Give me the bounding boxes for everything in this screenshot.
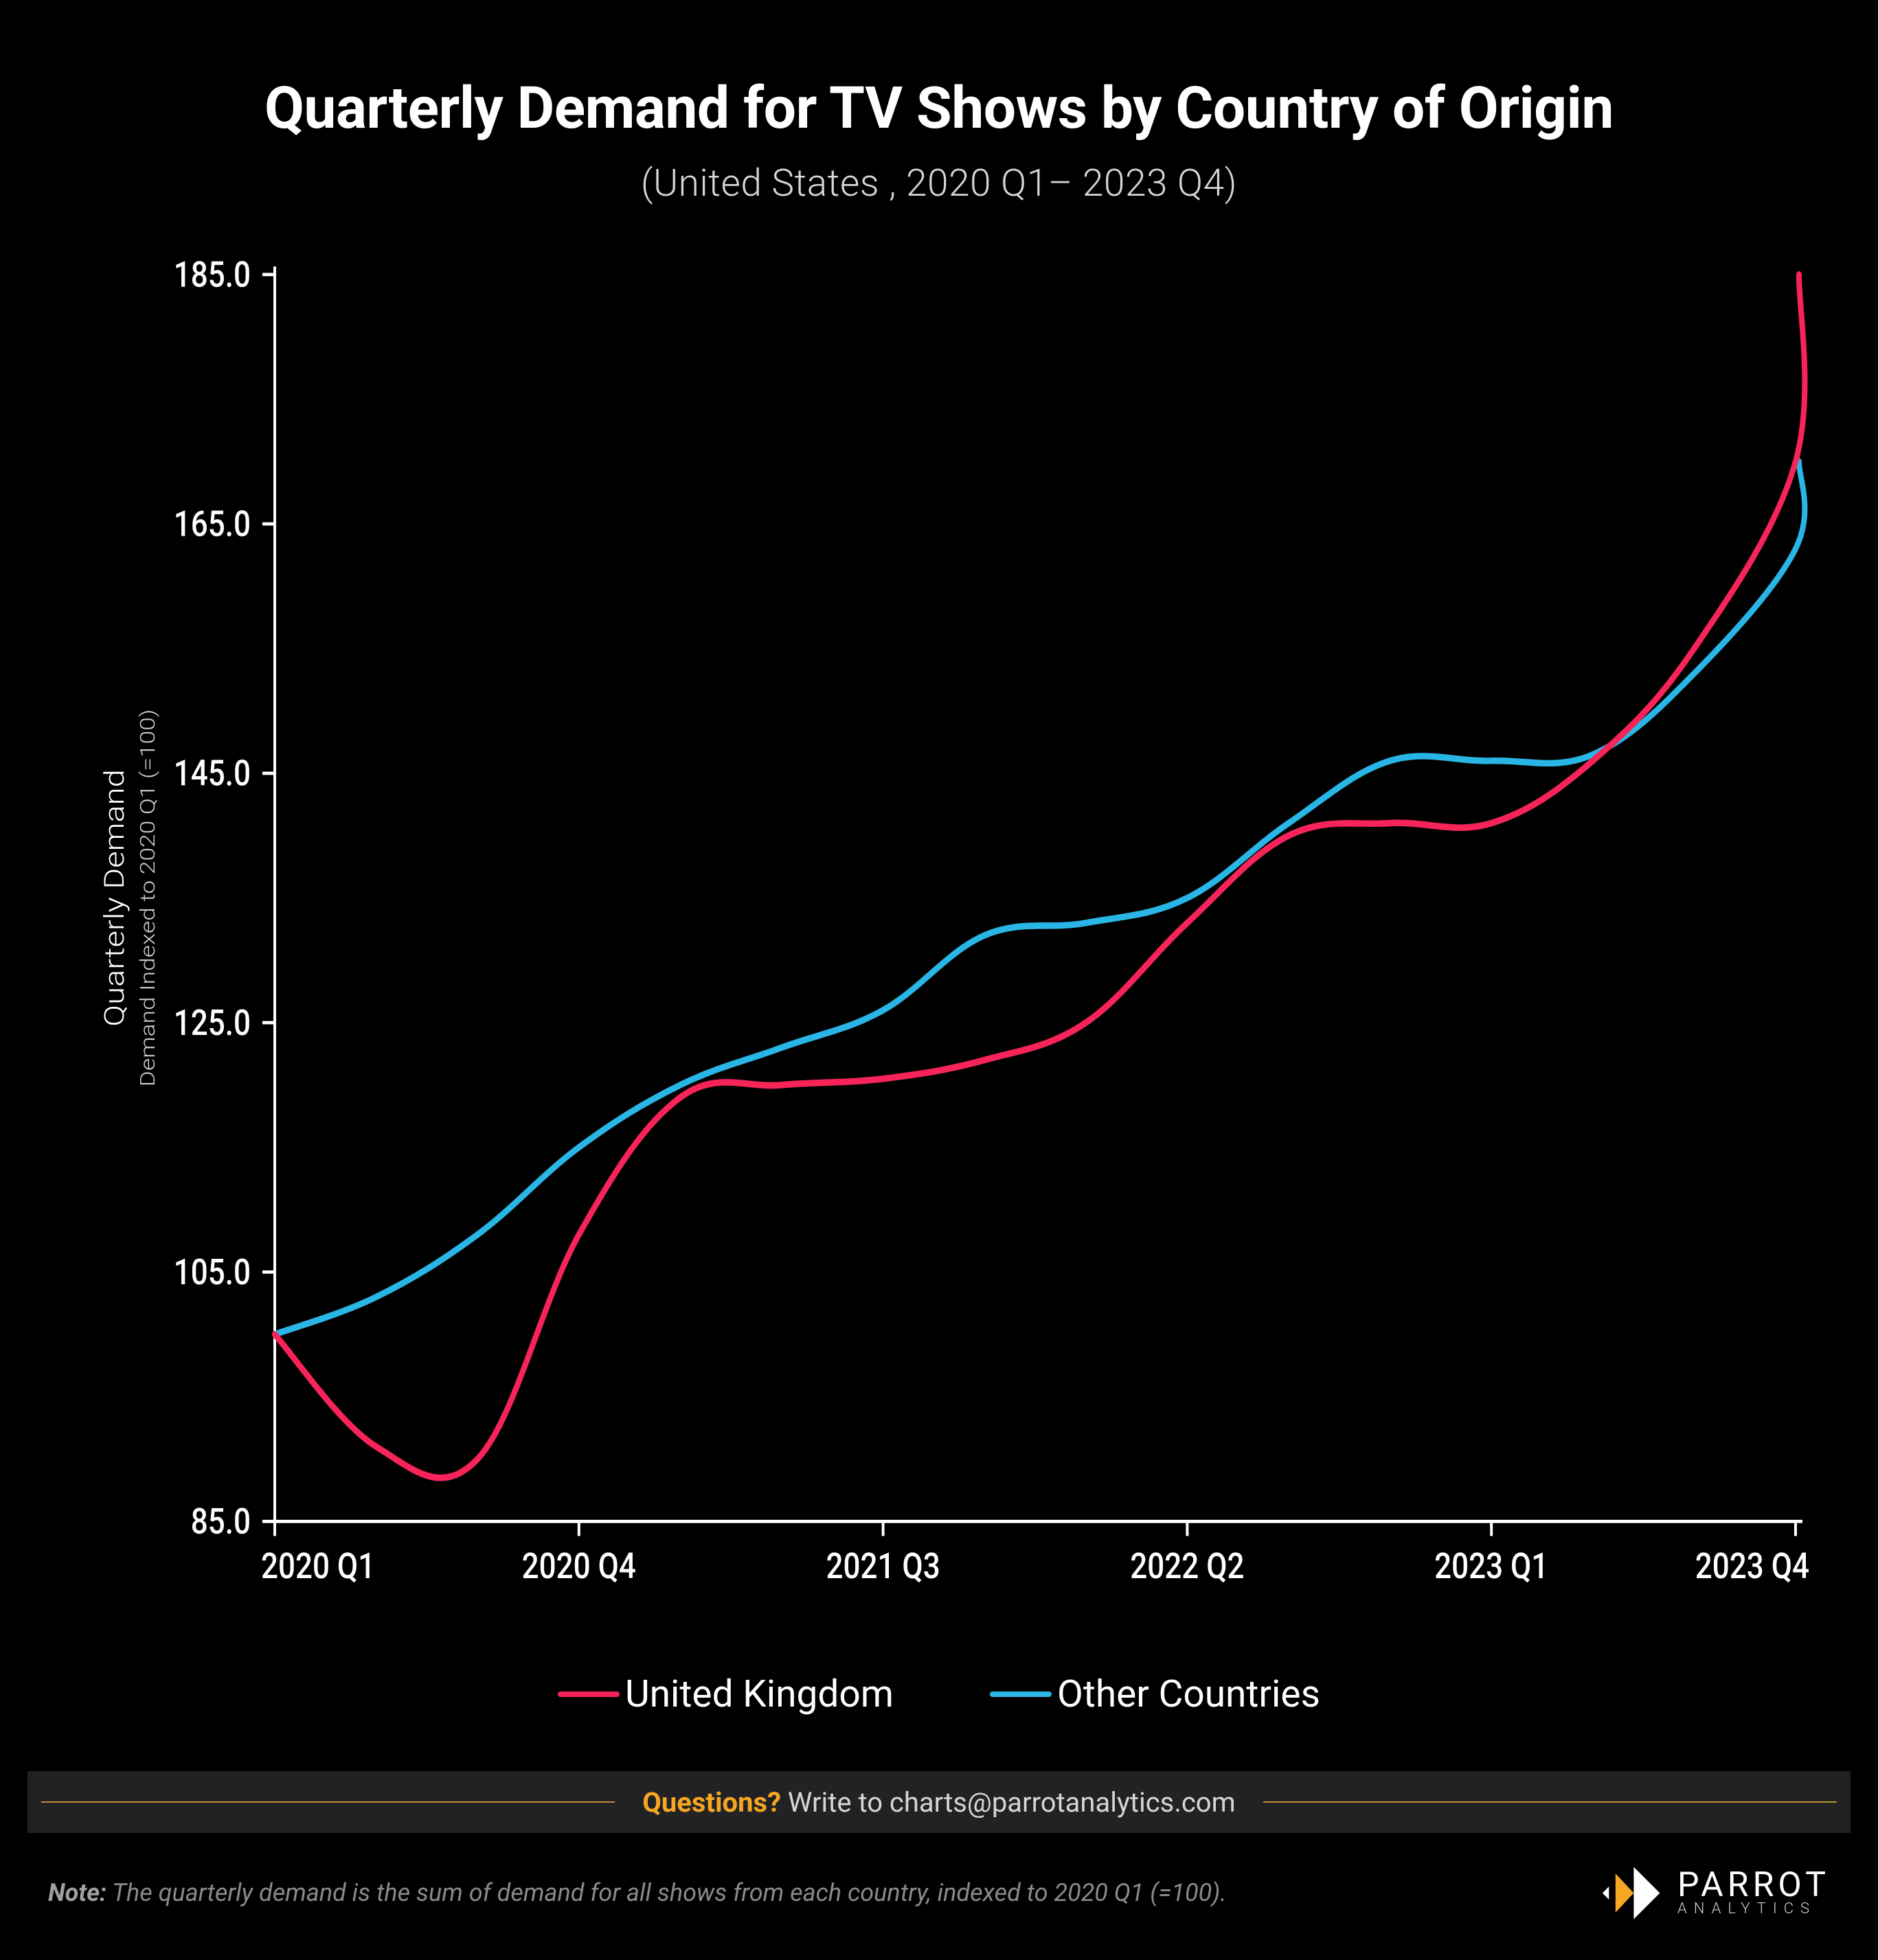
svg-text:165.0: 165.0 bbox=[174, 503, 251, 545]
footnote: Note: The quarterly demand is the sum of… bbox=[48, 1877, 1227, 1909]
svg-text:2022 Q2: 2022 Q2 bbox=[1130, 1545, 1244, 1586]
svg-text:2021 Q3: 2021 Q3 bbox=[826, 1545, 940, 1586]
svg-text:125.0: 125.0 bbox=[174, 1001, 251, 1043]
svg-text:Demand Indexed to 2020 Q1 (=10: Demand Indexed to 2020 Q1 (=100) bbox=[136, 709, 160, 1086]
title-block: Quarterly Demand for TV Shows by Country… bbox=[34, 34, 1844, 219]
svg-text:2023 Q1: 2023 Q1 bbox=[1434, 1545, 1548, 1586]
legend-label-uk: United Kingdom bbox=[625, 1672, 894, 1716]
legend: United Kingdom Other Countries bbox=[34, 1634, 1844, 1771]
legend-item-uk: United Kingdom bbox=[558, 1672, 894, 1716]
footer: Note: The quarterly demand is the sum of… bbox=[34, 1833, 1844, 1933]
svg-text:2020 Q1: 2020 Q1 bbox=[261, 1545, 375, 1586]
parrot-logo-icon bbox=[1600, 1860, 1665, 1926]
line-chart-svg: 85.0 105.0 125.0 145.0 165.0 185.0 2020 Q1 2020… bbox=[34, 226, 1844, 1634]
legend-label-other: Other Countries bbox=[1057, 1672, 1320, 1716]
chart-title: Quarterly Demand for TV Shows by Country… bbox=[117, 76, 1761, 142]
note-strong: Note: bbox=[48, 1878, 106, 1907]
logo-wordmark: PARROT bbox=[1677, 1870, 1830, 1901]
parrot-logo: PARROT ANALYTICS bbox=[1600, 1860, 1830, 1926]
legend-swatch-other bbox=[990, 1691, 1052, 1697]
svg-text:85.0: 85.0 bbox=[191, 1500, 251, 1542]
logo-subword: ANALYTICS bbox=[1677, 1902, 1830, 1916]
logo-text: PARROT ANALYTICS bbox=[1677, 1870, 1830, 1916]
svg-text:Quarterly Demand: Quarterly Demand bbox=[98, 769, 131, 1027]
svg-text:105.0: 105.0 bbox=[174, 1251, 251, 1292]
svg-text:145.0: 145.0 bbox=[174, 752, 251, 794]
legend-swatch-uk bbox=[558, 1691, 620, 1697]
chart-card: Quarterly Demand for TV Shows by Country… bbox=[0, 0, 1878, 1960]
legend-item-other: Other Countries bbox=[990, 1672, 1320, 1716]
svg-text:2023 Q4: 2023 Q4 bbox=[1695, 1545, 1809, 1586]
questions-text: Questions? Write to charts@parrotanalyti… bbox=[615, 1786, 1263, 1819]
note-text: The quarterly demand is the sum of deman… bbox=[106, 1878, 1227, 1907]
svg-text:185.0: 185.0 bbox=[174, 253, 251, 295]
chart-subtitle: (United States , 2020 Q1– 2023 Q4) bbox=[117, 161, 1761, 205]
questions-rest: Write to charts@parrotanalytics.com bbox=[781, 1786, 1236, 1819]
questions-bar: Questions? Write to charts@parrotanalyti… bbox=[27, 1771, 1851, 1833]
svg-text:2020 Q4: 2020 Q4 bbox=[522, 1545, 636, 1586]
chart-area: 85.0 105.0 125.0 145.0 165.0 185.0 2020 Q1 2020… bbox=[34, 226, 1844, 1634]
questions-strong: Questions? bbox=[642, 1786, 781, 1819]
